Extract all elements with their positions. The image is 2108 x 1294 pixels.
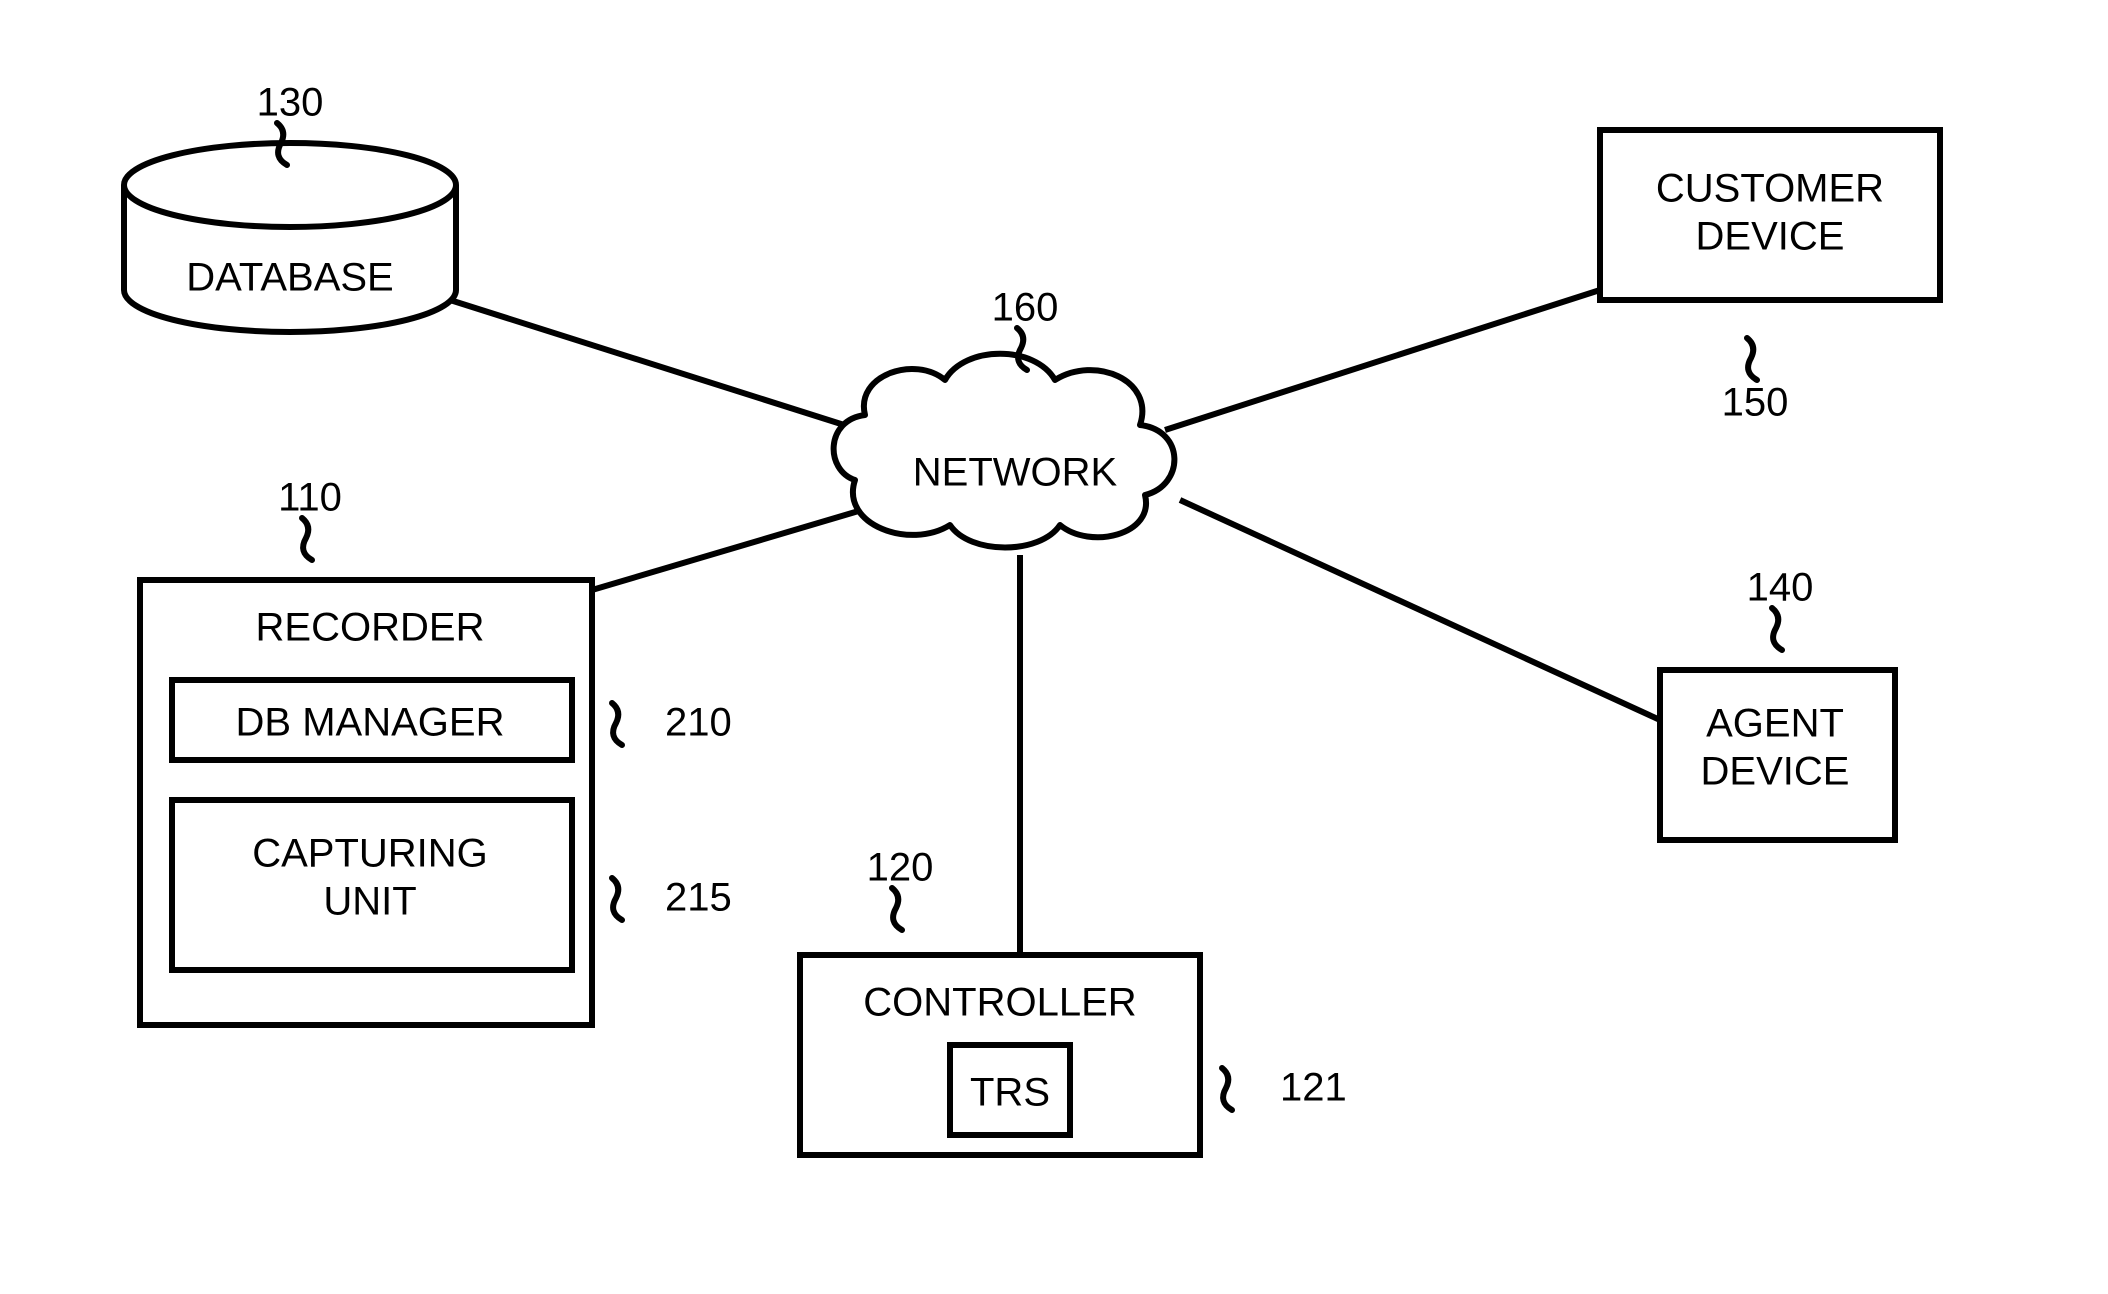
svg-text:160: 160	[992, 286, 1059, 330]
svg-text:TRS: TRS	[970, 1071, 1050, 1115]
svg-text:210: 210	[665, 701, 732, 745]
svg-text:215: 215	[665, 876, 732, 920]
svg-text:150: 150	[1722, 381, 1789, 425]
svg-text:DEVICE: DEVICE	[1696, 215, 1845, 259]
svg-text:UNIT: UNIT	[323, 880, 416, 924]
svg-text:CONTROLLER: CONTROLLER	[863, 981, 1136, 1025]
svg-text:110: 110	[278, 476, 342, 520]
svg-text:DB MANAGER: DB MANAGER	[236, 701, 505, 745]
svg-text:140: 140	[1747, 566, 1814, 610]
svg-text:DEVICE: DEVICE	[1701, 750, 1850, 794]
svg-text:RECORDER: RECORDER	[256, 606, 485, 650]
svg-text:DATABASE: DATABASE	[186, 256, 393, 300]
svg-text:120: 120	[867, 846, 934, 890]
svg-text:130: 130	[257, 81, 324, 125]
database-node	[124, 143, 456, 332]
svg-text:NETWORK: NETWORK	[913, 451, 1118, 495]
svg-text:121: 121	[1280, 1066, 1347, 1110]
svg-text:AGENT: AGENT	[1706, 702, 1844, 746]
svg-text:CAPTURING: CAPTURING	[252, 832, 488, 876]
svg-text:CUSTOMER: CUSTOMER	[1656, 167, 1884, 211]
